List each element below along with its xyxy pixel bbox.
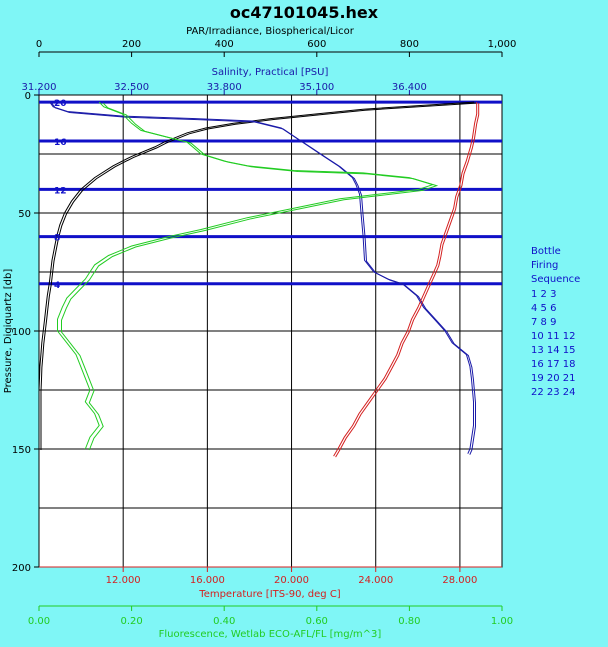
pressure-tick-label: 50 (18, 209, 31, 220)
pressure-tick-label: 200 (12, 563, 31, 574)
bottle-legend: Bottle Firing Sequence 1 2 3 4 5 6 7 8 9 10 11… (531, 246, 580, 398)
legend-row: 19 20 21 (531, 373, 576, 384)
legend-title-line: Bottle (531, 246, 561, 257)
salinity-axis-tick-label: 31.200 (22, 82, 57, 93)
fluorescence-axis: 0.00 0.20 0.40 0.60 0.80 1.00 (28, 605, 513, 627)
bottle-label: 4 (54, 281, 60, 291)
data-series (38, 101, 480, 458)
par-axis: 0 200 400 600 800 1,000 (36, 39, 517, 57)
pressure-tick-label: 0 (25, 91, 31, 102)
salinity-axis-tick-label: 33.800 (207, 82, 242, 93)
series-fluorescence-line (61, 102, 439, 451)
legend-row: 4 5 6 (531, 303, 556, 314)
pressure-tick-label: 150 (12, 445, 31, 456)
salinity-axis-label: Salinity, Practical [PSU] (212, 67, 329, 78)
series-temperature-line (333, 102, 478, 457)
series-fluorescence-line (57, 101, 435, 450)
legend-row: 13 14 15 (531, 345, 576, 356)
chart-title: oc47101045.hex (230, 3, 379, 22)
pressure-tick-label: 100 (12, 327, 31, 338)
series-par-line (38, 101, 475, 449)
fluorescence-axis-tick-label: 0.60 (306, 616, 328, 627)
pressure-axis-label: Pressure, Digiquartz [db] (3, 269, 14, 394)
temperature-axis: 12.000 16.000 20.000 24.000 28.000 (39, 566, 502, 586)
fluorescence-axis-tick-label: 0.00 (28, 616, 50, 627)
fluorescence-axis-tick-label: 0.40 (213, 616, 235, 627)
bottle-label: 20 (54, 99, 67, 109)
par-axis-label: PAR/Irradiance, Biospherical/Licor (186, 26, 355, 37)
fluorescence-axis-label: Fluorescence, Wetlab ECO-AFL/FL [mg/m^3] (159, 629, 382, 640)
legend-row: 22 23 24 (531, 387, 576, 398)
temperature-axis-tick-label: 20.000 (274, 575, 309, 586)
series-salinity-line (51, 102, 476, 455)
legend-row: 1 2 3 (531, 289, 556, 300)
par-axis-tick-label: 400 (215, 39, 234, 50)
legend-row: 16 17 18 (531, 359, 576, 370)
par-axis-tick-label: 800 (400, 39, 419, 50)
bottle-label: 8 (54, 234, 60, 244)
legend-title-line: Sequence (531, 274, 580, 285)
legend-row: 7 8 9 (531, 317, 556, 328)
temperature-axis-tick-label: 28.000 (442, 575, 477, 586)
salinity-axis-tick-label: 36.400 (392, 82, 427, 93)
bottle-labels: 20 16 12 8 4 (54, 99, 67, 291)
temperature-axis-label: Temperature [ITS-90, deg C] (198, 589, 341, 600)
fluorescence-axis-tick-label: 1.00 (491, 616, 513, 627)
temperature-axis-tick-label: 12.000 (106, 575, 141, 586)
par-axis-tick-label: 0 (36, 39, 42, 50)
par-axis-tick-label: 1,000 (488, 39, 517, 50)
par-axis-tick-label: 600 (307, 39, 326, 50)
fluorescence-axis-tick-label: 0.80 (398, 616, 420, 627)
bottle-label: 16 (54, 138, 67, 148)
pressure-axis: 0 50 100 150 200 (12, 91, 39, 574)
legend-row: 10 11 12 (531, 331, 576, 342)
par-axis-tick-label: 200 (122, 39, 141, 50)
temperature-axis-tick-label: 16.000 (190, 575, 225, 586)
series-par-line (40, 102, 477, 450)
bottle-label: 12 (54, 186, 67, 196)
salinity-axis-tick-label: 35.100 (299, 82, 334, 93)
series-temperature-line (335, 103, 480, 458)
legend-title-line: Firing (531, 260, 558, 271)
temperature-axis-tick-label: 24.000 (358, 575, 393, 586)
fluorescence-axis-tick-label: 0.20 (120, 616, 142, 627)
salinity-axis-tick-label: 32.500 (114, 82, 149, 93)
